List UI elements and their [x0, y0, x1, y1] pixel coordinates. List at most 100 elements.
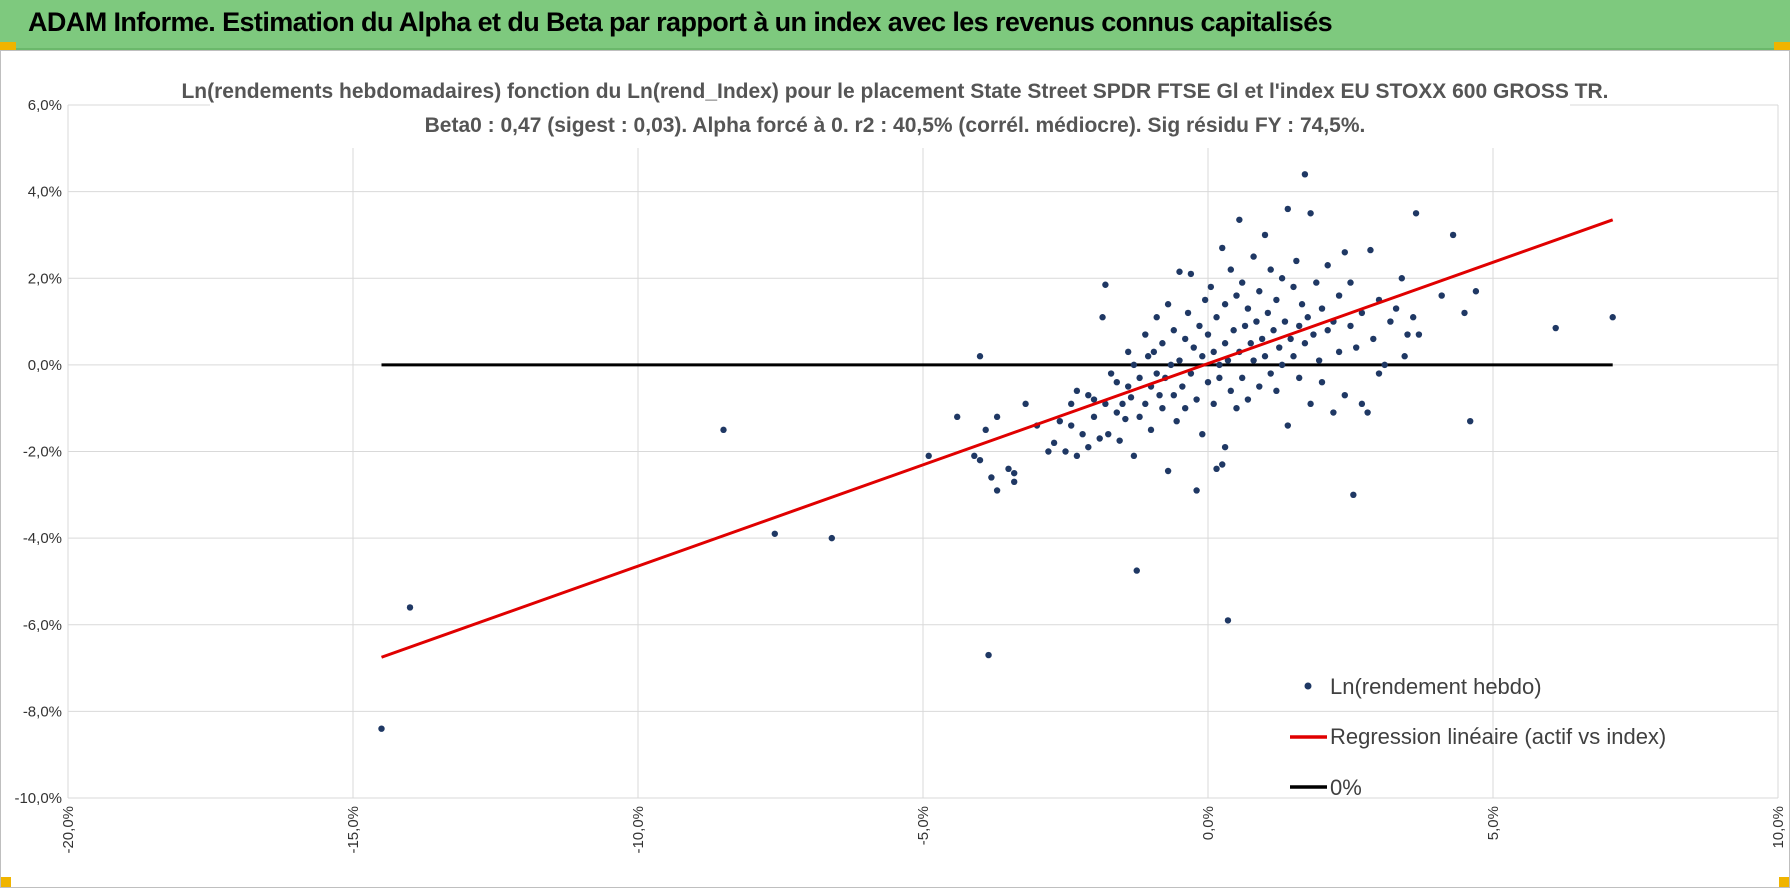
data-point [1290, 283, 1297, 291]
data-point [1176, 268, 1183, 275]
legend-label-zero: 0% [1330, 775, 1362, 800]
data-point [1062, 448, 1069, 455]
data-point [1358, 400, 1366, 408]
data-point [1184, 309, 1192, 317]
data-point [1090, 396, 1098, 403]
data-point [406, 604, 414, 611]
axis-tick-labels: 6,0% 4,0% 2,0% 0,0% -2,0% -4,0% -6,0% -8,0% -10,… [14, 97, 1787, 854]
data-point [1552, 324, 1559, 332]
data-point [976, 353, 984, 360]
data-point [1150, 348, 1158, 356]
data-point [1210, 400, 1217, 408]
data-point [1290, 353, 1297, 360]
data-point [1210, 348, 1217, 356]
data-point [1330, 409, 1337, 416]
data-point [1461, 309, 1468, 317]
data-point [1107, 370, 1115, 377]
data-point [1341, 249, 1349, 256]
data-point [1199, 353, 1206, 360]
data-point [1204, 379, 1212, 386]
data-point [1204, 331, 1212, 338]
data-point [1250, 253, 1257, 260]
data-point [1256, 288, 1263, 295]
data-point [1347, 322, 1354, 330]
data-point [1401, 353, 1408, 360]
data-point [1239, 374, 1246, 382]
data-point [1050, 439, 1058, 447]
data-point [1164, 467, 1172, 475]
data-point [1085, 391, 1092, 399]
data-point [1287, 335, 1294, 343]
data-point [1196, 322, 1203, 330]
data-point [1125, 348, 1132, 356]
data-point [1159, 340, 1166, 347]
data-point [1142, 400, 1149, 408]
data-point [1216, 374, 1223, 382]
data-point [1375, 370, 1383, 377]
data-point [1284, 422, 1292, 429]
data-point [1182, 335, 1189, 343]
data-point [1296, 374, 1303, 382]
data-point [1307, 400, 1314, 408]
data-point [1267, 370, 1274, 377]
data-point [1153, 370, 1160, 377]
data-point [1335, 348, 1343, 356]
data-point [1167, 361, 1175, 369]
data-point [1315, 357, 1323, 364]
data-point [1136, 374, 1143, 382]
data-point [1153, 314, 1160, 321]
data-point [1159, 404, 1166, 412]
data-point [1045, 448, 1052, 455]
data-point [1102, 281, 1109, 288]
y-tick-label: -6,0% [23, 617, 62, 634]
legend-label-regression: Regression linéaire (actif vs index) [1330, 724, 1666, 749]
frame-corner-right [1779, 877, 1789, 887]
data-point [1224, 357, 1232, 364]
data-point [971, 452, 978, 460]
data-point [1253, 318, 1260, 325]
y-tick-label: 6,0% [28, 97, 62, 114]
chart-title: Ln(rendements hebdomadaires) fonction du… [181, 80, 1608, 103]
data-point [1144, 353, 1152, 360]
data-point [1273, 296, 1280, 304]
data-point [1213, 314, 1220, 321]
chart-title-area: Ln(rendements hebdomadaires) fonction du… [181, 68, 1609, 148]
data-point [985, 651, 992, 659]
data-point [1250, 357, 1257, 364]
data-point [1096, 435, 1103, 442]
data-point [1213, 465, 1220, 473]
data-point [1310, 331, 1317, 338]
data-point [1127, 394, 1135, 401]
data-point [1227, 266, 1235, 273]
data-point [1350, 491, 1357, 499]
y-tick-label: -2,0% [23, 444, 62, 461]
data-point [1467, 417, 1474, 425]
data-point [1267, 266, 1274, 273]
y-tick-label: -8,0% [23, 703, 62, 720]
y-tick-label: -10,0% [14, 790, 62, 807]
data-point [1392, 305, 1400, 312]
data-point [1410, 314, 1417, 321]
data-point [1005, 465, 1012, 473]
data-point [1412, 210, 1420, 217]
data-point [1264, 309, 1272, 317]
page-title: ADAM Informe. Estimation du Alpha et du … [28, 7, 1333, 37]
y-tick-label: 4,0% [28, 184, 62, 201]
data-point [1244, 305, 1252, 312]
data-point [1324, 262, 1331, 269]
data-point [988, 474, 995, 481]
points-layer [378, 171, 1616, 732]
data-point [828, 534, 835, 542]
data-point [1353, 344, 1360, 351]
data-point [1224, 617, 1232, 624]
x-tick-label: 5,0% [1485, 806, 1502, 840]
data-point [1472, 288, 1480, 295]
data-point [1381, 361, 1388, 369]
data-point [1176, 357, 1183, 364]
data-point [1307, 210, 1314, 217]
data-point [1335, 292, 1343, 299]
legend: Ln(rendement hebdo) Regression linéaire … [1290, 674, 1666, 800]
data-point [1301, 171, 1309, 178]
y-tick-label: 0,0% [28, 357, 62, 374]
data-point [1201, 296, 1209, 304]
